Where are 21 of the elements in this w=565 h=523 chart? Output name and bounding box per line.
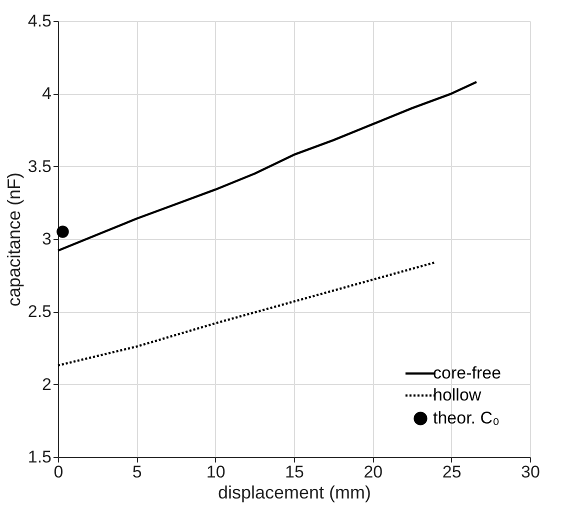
y-tick-label: 4.5 bbox=[28, 12, 52, 30]
line-series bbox=[56, 80, 478, 252]
x-tick-label: 25 bbox=[442, 462, 462, 482]
x-tick-label: 20 bbox=[364, 462, 383, 482]
y-tick-label: 2 bbox=[42, 374, 52, 394]
y-tick-label: 3 bbox=[42, 230, 52, 248]
x-tick-label: 0 bbox=[54, 462, 64, 482]
y-tick-label: 3.5 bbox=[28, 156, 52, 176]
x-axis-title: displacement (mm) bbox=[218, 482, 372, 502]
y-axis-title: capacitance (nF) bbox=[4, 172, 24, 307]
x-tick-label: 30 bbox=[521, 462, 540, 482]
legend-label: hollow bbox=[433, 386, 482, 404]
y-tick-label: 4 bbox=[42, 84, 52, 104]
x-tick-label: 5 bbox=[132, 462, 142, 482]
legend-label: theor. C₀ bbox=[433, 408, 500, 428]
x-tick-label: 10 bbox=[206, 462, 226, 482]
y-tick-label: 1.5 bbox=[28, 448, 52, 466]
line-series bbox=[56, 261, 437, 367]
y-tick-label: 2.5 bbox=[28, 302, 52, 322]
legend-label: core-free bbox=[433, 364, 502, 382]
x-tick-label: 15 bbox=[285, 462, 304, 482]
